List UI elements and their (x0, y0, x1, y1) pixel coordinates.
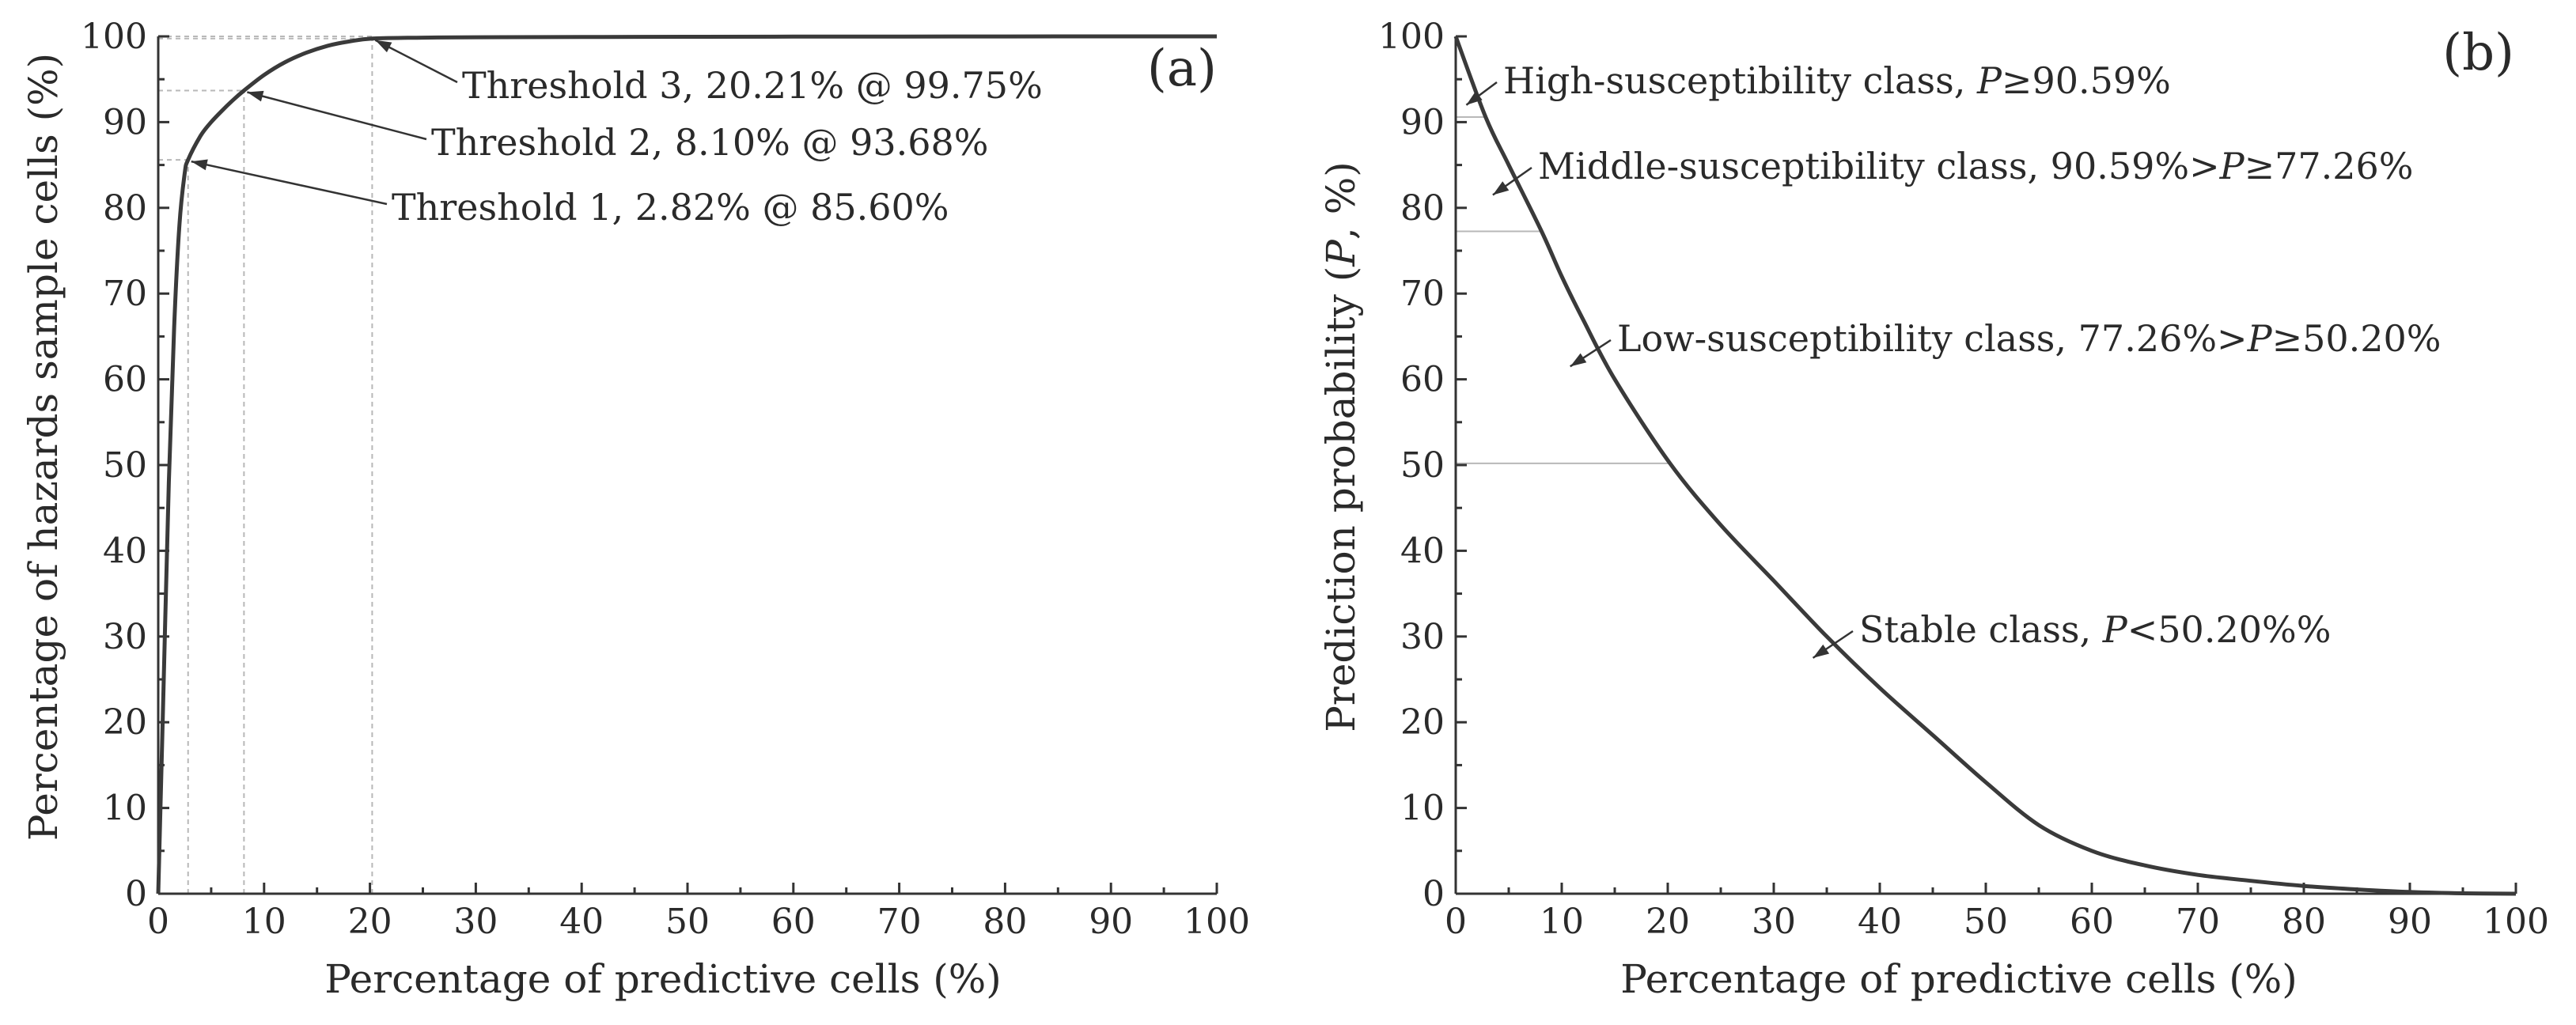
class-2-label: Middle-susceptibility class, 90.59%>P≥77… (1538, 145, 2414, 187)
threshold-3-label: Threshold 3, 20.21% @ 99.75% (462, 64, 1043, 107)
class-label-range: ≥50.20% (2272, 317, 2442, 360)
class-label-symbol: P (2219, 145, 2245, 187)
prediction-probability-curve (1453, 36, 2517, 896)
class-4-label: Stable class, P<50.20%% (1859, 608, 2331, 651)
class-guide-lines (1456, 116, 1670, 464)
class-label-text: Middle-susceptibility class, 90.59%> (1538, 145, 2220, 187)
x-tick-label: 90 (1089, 902, 1133, 942)
threshold-leader-arrows (191, 39, 458, 206)
x-tick-label: 80 (2282, 902, 2326, 942)
panel-b: 0 10 20 30 40 50 60 70 80 90 100 0 10 20 30 40 50 60 70 80… (1318, 17, 2549, 1002)
threshold-annotations: Threshold 1, 2.82% @ 85.60% Threshold 2, … (392, 64, 1043, 229)
class-label-symbol: P (2102, 608, 2128, 651)
x-tick-label: 90 (2388, 902, 2432, 942)
class-2-arrow-head (1492, 181, 1510, 195)
threshold-1-arrow-line (191, 160, 388, 206)
class-1-label: High-susceptibility class, P≥90.59% (1503, 59, 2171, 102)
x-tick-label: 20 (1646, 902, 1690, 942)
y-tick-label: 40 (1400, 531, 1445, 571)
x-tick-labels: 0 10 20 30 40 50 60 70 80 90 100 (147, 902, 1250, 942)
y-tick-label: 30 (1400, 617, 1445, 657)
x-tick-label: 60 (771, 902, 816, 942)
threshold-guide-lines (158, 36, 373, 894)
x-tick-label: 50 (1964, 902, 2008, 942)
class-label-text: Low-susceptibility class, 77.26%> (1617, 317, 2248, 360)
y-tick-labels: 0 10 20 30 40 50 60 70 80 90 100 (81, 17, 147, 914)
x-tick-label: 0 (147, 902, 169, 942)
class-annotations: High-susceptibility class, P≥90.59%Middl… (1503, 59, 2442, 651)
x-tick-label: 40 (1858, 902, 1902, 942)
x-tick-label: 100 (2483, 902, 2549, 942)
y-tick-label: 10 (1400, 789, 1445, 829)
threshold-1-label: Threshold 1, 2.82% @ 85.60% (392, 186, 949, 229)
panel-a: 0 10 20 30 40 50 60 70 80 90 100 0 10 20 30 40 50 60 70 80… (21, 17, 1250, 1002)
x-tick-label: 50 (665, 902, 710, 942)
threshold-1-arrow-head (191, 159, 208, 171)
y-tick-label: 70 (1400, 274, 1445, 314)
class-label-range: ≥90.59% (2002, 59, 2171, 102)
threshold-2-label: Threshold 2, 8.10% @ 93.68% (431, 121, 989, 164)
y-axis-title-italic: P (1318, 239, 1364, 267)
class-3-arrow-head (1570, 353, 1587, 367)
x-tick-label: 70 (2176, 902, 2220, 942)
y-tick-label: 30 (103, 617, 147, 657)
class-label-text: High-susceptibility class, (1503, 59, 1977, 102)
x-tick-label: 30 (1752, 902, 1796, 942)
y-tick-labels: 0 10 20 30 40 50 60 70 80 90 100 (1378, 17, 1445, 914)
threshold-2-arrow-head (247, 90, 264, 102)
y-axis-title-suffix: , %) (1318, 161, 1364, 240)
threshold-3-arrow-head (375, 40, 392, 53)
class-3-label: Low-susceptibility class, 77.26%>P≥50.20… (1617, 317, 2442, 360)
x-tick-label: 60 (2070, 902, 2114, 942)
x-tick-labels: 0 10 20 30 40 50 60 70 80 90 100 (1445, 902, 2549, 942)
y-tick-label: 50 (1400, 445, 1445, 486)
y-axis-title: Percentage of hazards sample cells (%) (21, 53, 66, 841)
y-tick-label: 100 (81, 17, 147, 57)
y-tick-label: 20 (1400, 702, 1445, 743)
class-label-text: Stable class, (1859, 608, 2103, 651)
x-axis-title: Percentage of predictive cells (%) (324, 956, 1002, 1002)
x-tick-label: 80 (983, 902, 1027, 942)
axis-ticks (157, 35, 1218, 895)
x-tick-label: 70 (877, 902, 922, 942)
x-tick-label: 0 (1445, 902, 1467, 942)
y-tick-label: 100 (1378, 17, 1445, 57)
class-label-symbol: P (2247, 317, 2273, 360)
y-tick-label: 60 (103, 360, 147, 400)
y-tick-label: 0 (125, 874, 147, 914)
y-tick-label: 80 (1400, 188, 1445, 229)
x-tick-label: 30 (453, 902, 498, 942)
class-label-range: ≥77.26% (2245, 145, 2414, 187)
y-tick-label: 0 (1422, 874, 1445, 914)
x-tick-label: 100 (1184, 902, 1250, 942)
x-tick-label: 10 (242, 902, 286, 942)
y-tick-label: 10 (103, 789, 147, 829)
class-1-arrow-head (1466, 91, 1483, 105)
y-tick-label: 20 (103, 702, 147, 743)
success-rate-curve (156, 34, 1217, 895)
threshold-2-arrow-line (247, 91, 427, 141)
panel-label: (b) (2442, 24, 2514, 82)
class-label-symbol: P (1976, 59, 2002, 102)
y-axis-title: Prediction probability (P, %) (1318, 161, 1364, 732)
class-4-arrow-head (1813, 644, 1830, 658)
y-tick-label: 90 (1400, 102, 1445, 142)
y-tick-label: 40 (103, 531, 147, 571)
y-tick-label: 80 (103, 188, 147, 229)
y-tick-label: 70 (103, 274, 147, 314)
y-tick-label: 50 (103, 445, 147, 486)
x-tick-label: 10 (1540, 902, 1584, 942)
class-leader-arrows (1465, 81, 1854, 659)
y-tick-label: 90 (103, 102, 147, 142)
x-tick-label: 40 (559, 902, 604, 942)
class-label-range: <50.20%% (2127, 608, 2332, 651)
y-axis-title-prefix: Prediction probability ( (1318, 267, 1364, 732)
x-tick-label: 20 (348, 902, 392, 942)
x-axis-title: Percentage of predictive cells (%) (1620, 956, 2298, 1002)
y-tick-label: 60 (1400, 360, 1445, 400)
panel-label: (a) (1147, 40, 1217, 98)
